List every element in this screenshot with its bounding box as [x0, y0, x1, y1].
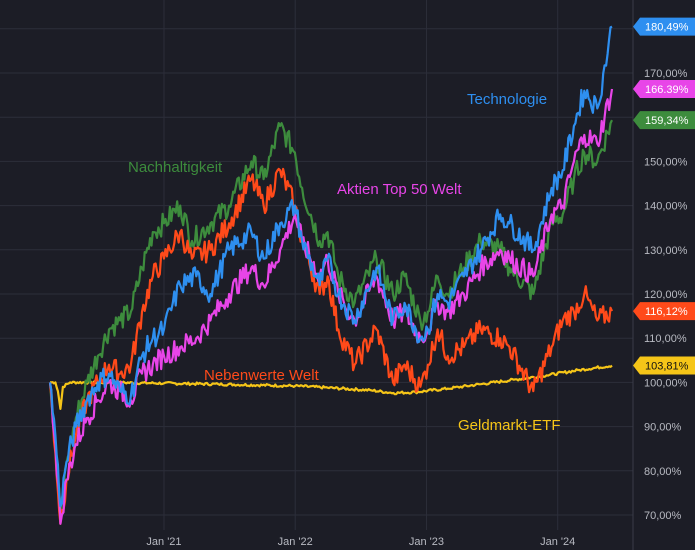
y-tick-labels: 70,00% 80,00% 90,00% 100,00% 110,00% 120,00% 1… — [644, 68, 688, 522]
series-label: Technologie — [467, 91, 547, 108]
end-value-badge: 166.39% — [633, 79, 695, 98]
series-label: Aktien Top 50 Welt — [337, 181, 462, 198]
badge-value: 166.39% — [645, 84, 689, 96]
end-value-badge: 103,81% — [633, 356, 695, 375]
end-value-badge: 180,49% — [633, 17, 695, 36]
end-value-badge: 159,34% — [633, 111, 695, 130]
x-tick-labels: Jan '21 Jan '22 Jan '23 Jan '24 — [146, 536, 575, 548]
end-value-badge: 116,12% — [633, 302, 695, 321]
series-label: Nebenwerte Welt — [204, 367, 320, 384]
y-tick-label: 140,00% — [644, 201, 688, 213]
y-tick-label: 120,00% — [644, 289, 688, 301]
badge-value: 180,49% — [645, 22, 689, 34]
grid-lines — [0, 0, 633, 530]
badge-value: 103,81% — [645, 361, 689, 373]
y-tick-label: 100,00% — [644, 377, 688, 389]
series-label: Nachhaltigkeit — [128, 159, 223, 176]
series-label: Geldmarkt-ETF — [458, 417, 561, 434]
badge-value: 159,34% — [645, 115, 689, 127]
y-tick-label: 150,00% — [644, 156, 688, 168]
series-line-geldmarkt-etf — [50, 364, 613, 410]
end-value-badges: 180,49% 166.39% 159,34% 116,12% 103,81% — [633, 17, 695, 375]
y-tick-label: 90,00% — [644, 422, 682, 434]
badge-shape — [633, 356, 695, 375]
series-lines — [48, 25, 614, 525]
y-tick-label: 110,00% — [644, 333, 687, 345]
y-tick-label: 80,00% — [644, 466, 682, 478]
series-line-nachhaltigkeit — [48, 119, 613, 517]
y-tick-label: 130,00% — [644, 245, 688, 257]
x-tick-label: Jan '23 — [409, 536, 444, 548]
badge-shape — [633, 79, 695, 98]
badge-shape — [633, 302, 695, 321]
x-tick-label: Jan '21 — [146, 536, 181, 548]
badge-shape — [633, 111, 695, 130]
badge-value: 116,12% — [645, 306, 688, 318]
y-tick-label: 170,00% — [644, 68, 688, 80]
x-tick-label: Jan '24 — [540, 536, 575, 548]
series-line-nebenwerte-welt — [48, 167, 614, 525]
badge-shape — [633, 17, 695, 36]
x-tick-label: Jan '22 — [278, 536, 313, 548]
series-labels: Technologie Nachhaltigkeit Aktien Top 50 W… — [128, 91, 561, 434]
series-line-technologie — [48, 25, 613, 508]
y-tick-label: 70,00% — [644, 510, 682, 522]
series-line-aktien-top-50-welt — [48, 88, 614, 525]
